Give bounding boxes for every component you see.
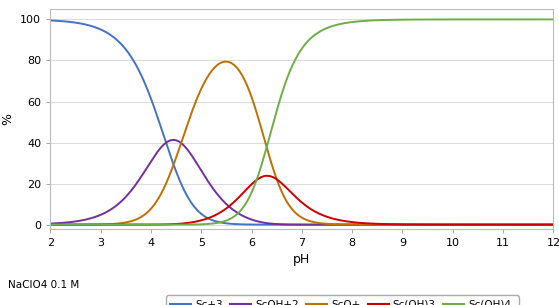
Y-axis label: %: % xyxy=(2,113,15,125)
X-axis label: pH: pH xyxy=(293,253,310,266)
Text: NaClO4 0.1 M: NaClO4 0.1 M xyxy=(8,280,79,290)
Legend: Sc+3, ScOH+2, ScO+, Sc(OH)3, Sc(OH)4-: Sc+3, ScOH+2, ScO+, Sc(OH)3, Sc(OH)4- xyxy=(166,296,519,305)
